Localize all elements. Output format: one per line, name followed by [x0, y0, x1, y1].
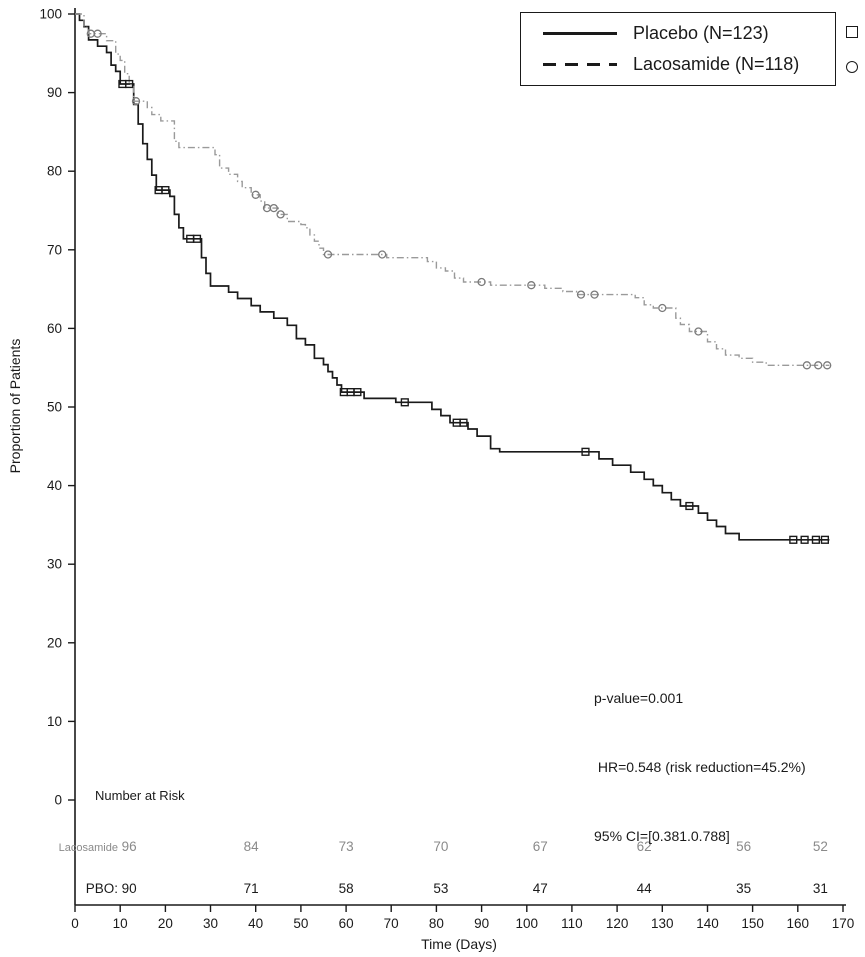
censor-square	[459, 418, 468, 427]
risk-row-label: PBO:	[86, 881, 118, 896]
x-tick-label: 150	[741, 916, 764, 931]
x-axis-title: Time (Days)	[421, 936, 497, 952]
stats-annotations: p-value=0.001 HR=0.548 (risk reduction=4…	[594, 641, 806, 894]
censor-circle	[694, 327, 703, 336]
censor-circle	[477, 277, 486, 287]
circle-censor-icon	[846, 60, 858, 73]
censor-circle	[802, 361, 812, 370]
risk-value: 96	[122, 839, 137, 854]
x-tick-label: 40	[248, 916, 263, 931]
censor-circle	[269, 203, 278, 213]
censor-square	[353, 388, 362, 397]
lacosamide-curve	[75, 13, 830, 366]
x-tick-label: 50	[293, 916, 308, 931]
censor-circle	[131, 97, 141, 106]
legend-item-lacosamide: Lacosamide (N=118)	[521, 49, 835, 80]
risk-value: 44	[637, 881, 653, 896]
censor-circle	[658, 303, 667, 313]
risk-value: 62	[637, 839, 652, 854]
x-tick-label: 10	[113, 916, 128, 931]
y-tick-label: 10	[47, 714, 62, 729]
censor-circle	[527, 281, 536, 290]
censor-square	[192, 234, 202, 243]
risk-value: 71	[244, 881, 259, 896]
x-tick-label: 100	[516, 916, 539, 931]
legend: Placebo (N=123) Lacosamide (N=118)	[520, 12, 836, 86]
x-tick-label: 160	[787, 916, 810, 931]
y-tick-label: 40	[47, 478, 62, 493]
x-tick-label: 130	[651, 916, 674, 931]
censor-square	[125, 79, 134, 89]
confidence-interval-text: 95% CI=[0.381.0.788]	[594, 828, 730, 844]
risk-value: 56	[736, 839, 751, 854]
censor-square	[811, 535, 821, 544]
censor-circle	[378, 250, 387, 259]
censor-circle	[823, 361, 832, 370]
x-tick-label: 80	[429, 916, 444, 931]
y-tick-label: 60	[47, 321, 62, 336]
risk-value: 31	[813, 881, 828, 896]
risk-row-label: Lacosamide	[59, 842, 118, 854]
y-tick-label: 50	[47, 400, 62, 415]
p-value-text: p-value=0.001	[594, 690, 684, 706]
censor-square	[400, 398, 409, 407]
y-tick-label: 30	[47, 557, 62, 572]
risk-table-title: Number at Risk	[95, 788, 185, 803]
legend-label-lacosamide: Lacosamide (N=118)	[633, 54, 800, 74]
x-tick-label: 140	[696, 916, 719, 931]
x-tick-label: 90	[474, 916, 489, 931]
legend-censor-markers	[842, 14, 862, 84]
risk-value: 53	[433, 881, 448, 896]
risk-value: 47	[533, 881, 548, 896]
y-tick-label: 0	[54, 793, 62, 808]
y-tick-label: 70	[47, 242, 62, 257]
censor-square	[685, 501, 694, 511]
legend-label-placebo: Placebo (N=123)	[633, 23, 769, 43]
censor-square	[820, 535, 830, 544]
risk-value: 70	[433, 839, 448, 854]
censor-square	[161, 185, 170, 195]
risk-value: 35	[736, 881, 751, 896]
risk-value: 73	[339, 839, 354, 854]
censor-circle	[590, 290, 599, 299]
risk-value: 84	[244, 839, 260, 854]
x-tick-label: 30	[203, 916, 218, 931]
y-axis-title: Proportion of Patients	[7, 338, 23, 474]
censor-circle	[576, 290, 586, 299]
censor-circle	[93, 29, 102, 38]
x-tick-label: 60	[339, 916, 354, 931]
placebo-line-sample	[543, 32, 617, 35]
censor-square	[789, 535, 798, 544]
risk-value: 90	[122, 881, 137, 896]
risk-value: 58	[339, 881, 354, 896]
x-tick-label: 70	[384, 916, 399, 931]
censor-circle	[251, 190, 260, 199]
censor-circle	[323, 250, 333, 259]
x-tick-label: 20	[158, 916, 173, 931]
x-tick-label: 170	[832, 916, 855, 931]
square-censor-icon	[846, 25, 858, 38]
censor-square	[581, 447, 590, 456]
x-tick-label: 110	[561, 916, 583, 931]
censor-circle	[814, 361, 823, 370]
censor-square	[800, 535, 809, 544]
placebo-curve	[75, 13, 830, 541]
risk-value: 67	[533, 839, 548, 854]
risk-value: 52	[813, 839, 828, 854]
y-tick-label: 100	[39, 7, 62, 22]
y-tick-label: 20	[47, 635, 62, 650]
lacosamide-line-sample	[543, 63, 617, 66]
legend-item-placebo: Placebo (N=123)	[521, 18, 835, 49]
x-tick-label: 0	[71, 916, 79, 931]
hazard-ratio-text: HR=0.548 (risk reduction=45.2%)	[594, 759, 806, 775]
y-tick-label: 80	[47, 164, 62, 179]
x-tick-label: 120	[606, 916, 629, 931]
y-tick-label: 90	[47, 85, 62, 100]
censor-circle	[276, 210, 285, 219]
